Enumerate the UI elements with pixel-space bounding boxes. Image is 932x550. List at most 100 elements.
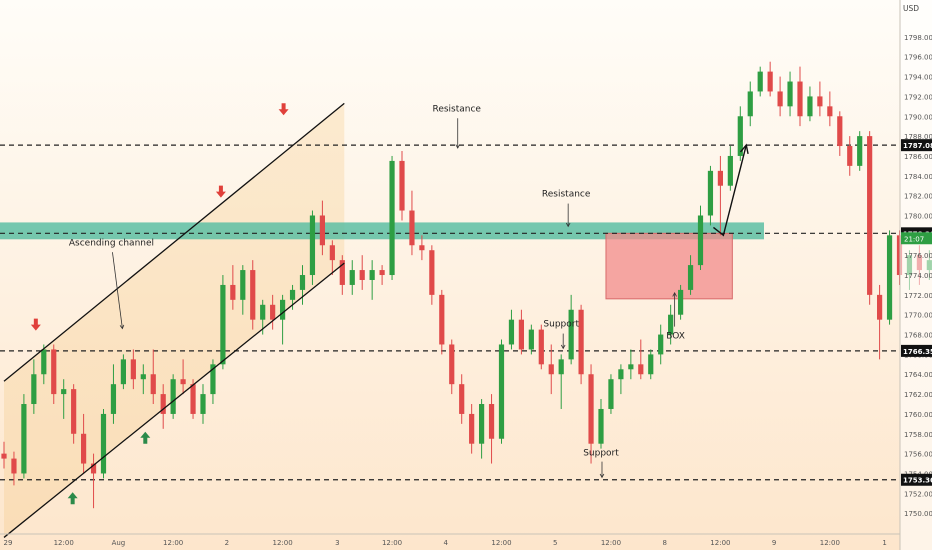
candle-body[interactable] xyxy=(598,408,604,444)
candle-body[interactable] xyxy=(469,413,475,444)
candle-body[interactable] xyxy=(886,235,893,320)
candle-body[interactable] xyxy=(568,309,574,360)
candle-body[interactable] xyxy=(220,284,226,365)
candle-body[interactable] xyxy=(439,294,445,345)
candle-body[interactable] xyxy=(807,96,813,117)
candle-body[interactable] xyxy=(280,299,286,320)
candle-body[interactable] xyxy=(389,160,395,276)
candle-body[interactable] xyxy=(707,170,714,216)
annotation-label: BOX xyxy=(666,332,685,342)
candle-body[interactable] xyxy=(11,458,17,474)
candle-body[interactable] xyxy=(140,374,146,380)
candle-body[interactable] xyxy=(628,364,634,370)
candle-body[interactable] xyxy=(110,384,117,414)
candle-body[interactable] xyxy=(409,210,415,246)
candle-body[interactable] xyxy=(309,215,316,276)
candle-body[interactable] xyxy=(81,433,87,464)
candle-body[interactable] xyxy=(757,71,763,92)
candle-body[interactable] xyxy=(727,155,733,186)
candle-body[interactable] xyxy=(180,379,186,385)
candle-body[interactable] xyxy=(31,374,37,405)
candle-body[interactable] xyxy=(339,260,345,285)
candle-body[interactable] xyxy=(71,389,77,434)
candle-body[interactable] xyxy=(160,394,166,414)
candle-body[interactable] xyxy=(678,289,684,315)
candle-body[interactable] xyxy=(21,404,27,474)
candle-body[interactable] xyxy=(399,160,405,211)
candle-body[interactable] xyxy=(260,304,266,320)
candle-body[interactable] xyxy=(717,170,723,186)
candle-body[interactable] xyxy=(777,91,783,107)
candle-body[interactable] xyxy=(498,344,505,439)
candle-body[interactable] xyxy=(230,284,236,300)
candle-body[interactable] xyxy=(90,463,97,474)
candle-body[interactable] xyxy=(578,309,584,375)
candle-body[interactable] xyxy=(270,304,276,320)
annotation-label: Ascending channel xyxy=(69,238,154,248)
candle-body[interactable] xyxy=(250,270,256,320)
candle-body[interactable] xyxy=(190,384,196,414)
candle-body[interactable] xyxy=(837,116,843,147)
candle-body[interactable] xyxy=(558,359,564,375)
candle-body[interactable] xyxy=(150,374,156,395)
candle-body[interactable] xyxy=(608,379,614,409)
candle-body[interactable] xyxy=(658,334,664,355)
annotation-pointer-head xyxy=(455,144,460,149)
candle-body[interactable] xyxy=(638,364,644,375)
candle-body[interactable] xyxy=(299,275,306,290)
candle-body[interactable] xyxy=(51,349,57,395)
candle-body[interactable] xyxy=(240,270,246,300)
candle-body[interactable] xyxy=(459,384,465,414)
candle-body[interactable] xyxy=(697,215,704,266)
candle-body[interactable] xyxy=(508,319,515,345)
y-tick-label: 1788.000 xyxy=(904,133,932,141)
x-tick-label: 12:00 xyxy=(601,539,621,547)
candle-body[interactable] xyxy=(668,314,674,335)
candle-body[interactable] xyxy=(787,81,793,107)
candle-body[interactable] xyxy=(200,394,206,414)
candle-body[interactable] xyxy=(1,453,7,459)
candle-body[interactable] xyxy=(538,329,544,365)
candle-body[interactable] xyxy=(827,106,833,117)
candle-body[interactable] xyxy=(419,245,425,251)
candle-body[interactable] xyxy=(329,245,335,261)
candle-body[interactable] xyxy=(528,329,534,350)
annotation-pointer-head xyxy=(119,324,125,330)
candle-body[interactable] xyxy=(479,404,485,444)
candle-body[interactable] xyxy=(867,136,873,295)
candle-body[interactable] xyxy=(120,359,126,385)
candle-body[interactable] xyxy=(130,359,136,380)
candle-body[interactable] xyxy=(747,91,753,117)
candle-body[interactable] xyxy=(488,404,495,439)
candle-body[interactable] xyxy=(319,215,325,246)
x-tick-label: 29 xyxy=(4,539,13,547)
candle-body[interactable] xyxy=(737,116,743,156)
candle-body[interactable] xyxy=(857,136,863,166)
resistance-band xyxy=(0,222,764,240)
candle-body[interactable] xyxy=(170,379,176,414)
y-tick-label: 1792.000 xyxy=(904,93,932,101)
candle-body[interactable] xyxy=(588,374,594,444)
candle-body[interactable] xyxy=(548,364,554,375)
candle-body[interactable] xyxy=(687,265,694,290)
candle-body[interactable] xyxy=(61,389,67,395)
candle-body[interactable] xyxy=(618,369,624,380)
candle-body[interactable] xyxy=(359,270,365,280)
candle-body[interactable] xyxy=(100,413,107,474)
candle-body[interactable] xyxy=(648,354,654,375)
candle-body[interactable] xyxy=(429,250,435,295)
candle-body[interactable] xyxy=(449,344,455,385)
candle-body[interactable] xyxy=(41,349,47,375)
candle-body[interactable] xyxy=(379,270,385,276)
candle-body[interactable] xyxy=(369,270,375,280)
candle-body[interactable] xyxy=(797,81,803,117)
candle-body[interactable] xyxy=(847,146,853,166)
candle-body[interactable] xyxy=(817,96,823,107)
candle-body[interactable] xyxy=(210,364,216,395)
candle-body[interactable] xyxy=(518,319,524,350)
candle-body[interactable] xyxy=(289,289,296,300)
candle-body[interactable] xyxy=(349,270,355,285)
candle-body[interactable] xyxy=(767,71,773,92)
candle-body[interactable] xyxy=(877,294,883,320)
